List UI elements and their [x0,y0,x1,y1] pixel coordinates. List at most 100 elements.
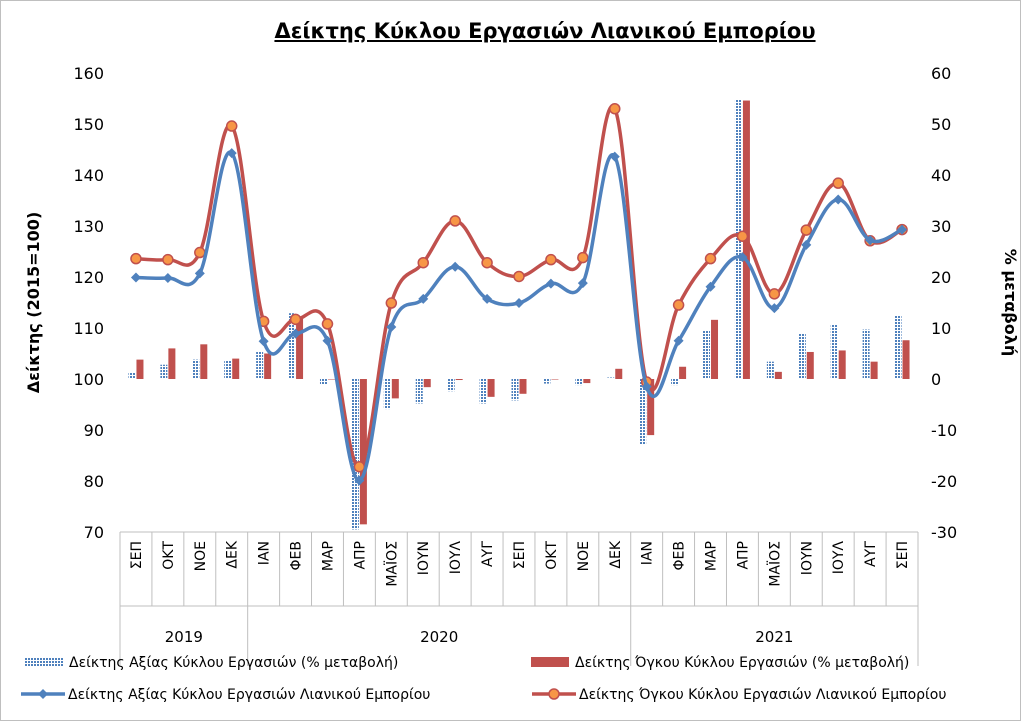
value-change-bar [543,379,551,384]
value-change-bar [447,379,455,392]
value-index-point [450,261,461,272]
legend-marker [38,689,48,699]
volume-index-point [545,253,557,266]
volume-change-bar [455,379,463,381]
volume-index-point [130,252,142,265]
legend-label: Δείκτης Όγκου Κύκλου Εργασιών Λιανικού Ε… [579,687,946,703]
x-tick-label: ΦΕΒ [672,541,688,570]
x-tick-label: ΔΕΚ [608,540,624,568]
volume-index-point [481,256,493,269]
value-change-bar [256,351,264,379]
value-index-point [130,272,141,283]
value-change-bar [639,379,647,445]
volume-change-bar [136,359,144,379]
value-index-point [833,194,844,205]
volume-change-bar [870,361,878,379]
volume-index-point [704,252,717,265]
y2-axis-title: % μεταβολή [1001,249,1020,356]
volume-change-bar [902,340,910,379]
x-tick-label: ΜΑΪΟΣ [382,541,400,587]
volume-index-point [577,251,589,264]
x-tick-label: ΟΚΤ [544,541,560,570]
volume-change-bar [583,379,591,384]
legend-item: Δείκτης Αξίας Κύκλου Εργασιών Λιανικού Ε… [21,687,430,703]
value-change-bar [128,372,136,379]
value-change-bar [511,379,519,401]
value-change-bar [383,379,391,410]
value-change-bar [415,379,423,404]
y2-tick-label: 10 [931,319,951,338]
value-change-bar [288,313,296,379]
value-change-bar [894,315,902,379]
x-tick-label: ΙΟΥΛ [448,541,464,575]
value-change-bar [575,379,583,386]
volume-change-bar [838,350,846,379]
volume-change-bar [774,371,782,379]
value-index-point [545,278,556,289]
value-index-line [135,150,903,483]
volume-index-point [609,102,621,115]
value-change-bar [862,329,870,379]
volume-change-bar [168,348,176,379]
value-index-point [865,235,876,246]
y-axis-title: Δείκτης (2015=100) [24,212,43,394]
value-change-bar [766,361,774,379]
volume-index-point [162,253,174,266]
x-tick-label: ΜΑΡ [704,541,720,571]
value-change-bar [160,364,168,379]
x-tick-label: ΜΑΡ [320,541,336,571]
value-change-bar [224,360,232,379]
volume-change-bar [327,379,335,380]
y-tick-label: 130 [73,217,104,236]
volume-change-bar [232,358,240,379]
legend-label: Δείκτης Όγκου Κύκλου Εργασιών (% μεταβολ… [575,655,909,671]
value-index-point [386,321,397,332]
y-tick-label: 120 [73,268,104,287]
volume-index-point [800,224,813,236]
y2-tick-label: 0 [931,370,941,389]
y-tick-label: 150 [73,115,104,134]
value-change-bar [798,333,806,379]
x-tick-label: ΙΟΥΝ [799,541,815,575]
volume-change-bar [487,379,495,397]
y-tick-label: 70 [84,523,104,542]
x-tick-label: ΙΟΥΝ [416,541,432,575]
value-change-bar [703,330,711,379]
volume-change-bar [711,319,719,379]
volume-change-bar [647,379,655,436]
value-index-point [705,281,716,292]
x-tick-label: ΑΥΓ [863,541,879,567]
value-index-point [514,298,524,309]
x-tick-label: ΣΕΠ [512,541,528,569]
value-index-point [737,252,748,263]
x-tick-label: ΙΑΝ [257,541,273,565]
x-tick-label: ΙΑΝ [640,541,656,565]
value-change-bar [351,379,359,530]
value-index-point [577,278,588,289]
volume-index-point [353,460,366,473]
volume-index-point [417,256,429,269]
value-index-point [258,336,269,347]
x-tick-label: ΝΟΕ [576,541,592,571]
x-tick-label: ΝΟΕ [193,541,209,571]
x-tick-label: ΦΕΒ [289,541,305,570]
value-index-point [482,293,493,304]
y-tick-label: 160 [73,64,104,83]
legend-item: Δείκτης Αξίας Κύκλου Εργασιών (% μεταβολ… [25,655,398,671]
chart-title: Δείκτης Κύκλου Εργασιών Λιανικού Εμπορίο… [274,19,816,43]
value-change-bar [830,324,838,379]
y-tick-label: 80 [84,472,104,491]
value-index-point [897,224,908,235]
volume-index-point [385,297,398,309]
y2-tick-label: 30 [931,217,951,236]
volume-change-bar [391,379,399,399]
value-change-bar [319,379,327,385]
value-index-point [769,303,780,314]
x-tick-label: ΑΠΡ [735,541,751,570]
value-index-point [641,381,652,392]
y-tick-label: 100 [73,370,104,389]
y2-tick-label: 60 [931,64,951,83]
value-index-point [418,293,429,304]
volume-change-bar [296,317,304,379]
